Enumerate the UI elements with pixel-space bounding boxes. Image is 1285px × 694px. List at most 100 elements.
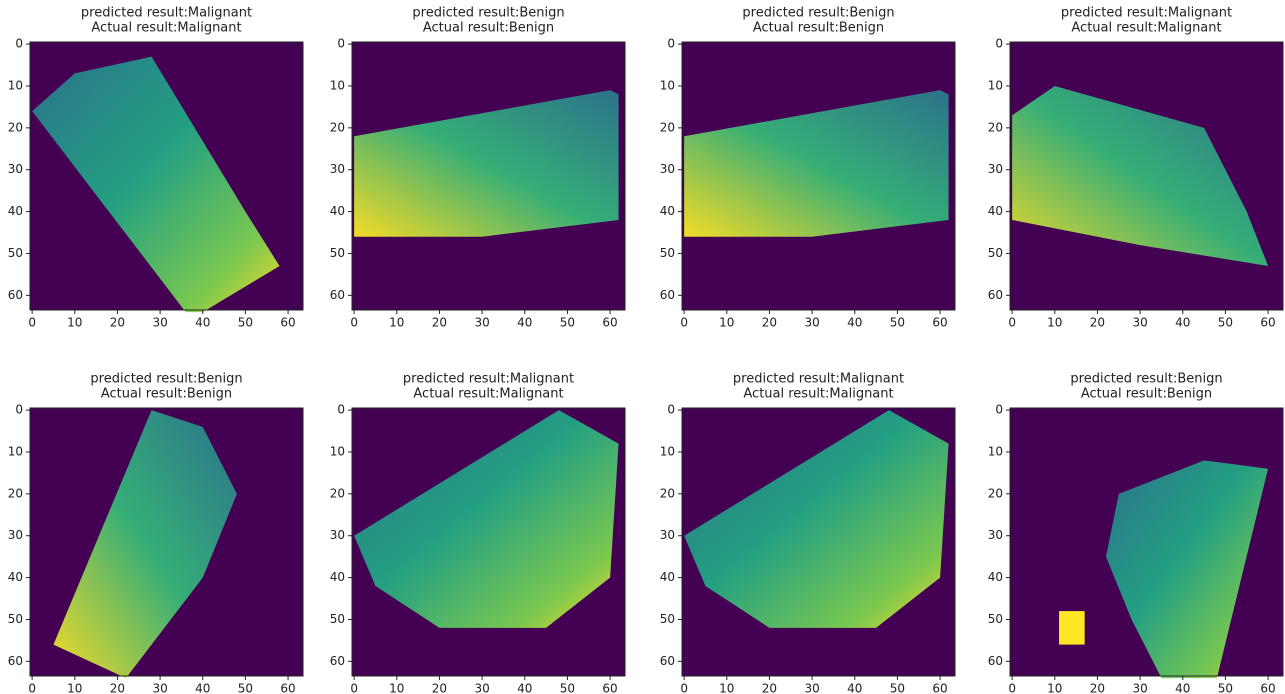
x-tick-label: 60 [932, 682, 947, 694]
y-tick-label: 50 [330, 612, 345, 626]
subplot-title: predicted result:Malignant [1061, 6, 1232, 21]
x-tick-label: 30 [474, 316, 489, 330]
y-tick-label: 50 [988, 246, 1003, 260]
image-region [1059, 611, 1085, 645]
x-tick-label: 60 [602, 316, 617, 330]
x-tick-label: 10 [1047, 316, 1062, 330]
x-tick-label: 20 [762, 682, 777, 694]
image-region [1012, 85, 1269, 267]
y-tick-label: 50 [660, 612, 675, 626]
y-tick-label: 30 [660, 162, 675, 176]
y-tick-label: 10 [988, 78, 1003, 92]
axes-frame [29, 41, 304, 311]
y-tick-label: 0 [667, 37, 675, 51]
subplot-subtitle: Actual result:Benign [753, 21, 884, 36]
y-tick-label: 30 [988, 528, 1003, 542]
x-tick-label: 20 [762, 316, 777, 330]
x-tick-label: 30 [804, 682, 819, 694]
x-tick-label: 50 [1218, 316, 1233, 330]
x-tick-label: 50 [560, 682, 575, 694]
x-tick-label: 30 [474, 682, 489, 694]
x-tick-label: 40 [517, 316, 532, 330]
image-region [684, 90, 949, 237]
y-tick-label: 30 [330, 162, 345, 176]
x-tick-label: 20 [432, 682, 447, 694]
x-tick-label: 30 [152, 682, 167, 694]
axes-frame [681, 407, 956, 677]
x-tick-label: 20 [110, 316, 125, 330]
x-tick-label: 10 [1047, 682, 1062, 694]
y-tick-label: 40 [660, 570, 675, 584]
y-tick-label: 20 [8, 120, 23, 134]
image-region [684, 410, 949, 628]
x-tick-label: 20 [1090, 682, 1105, 694]
y-tick-label: 20 [988, 120, 1003, 134]
subplot-subtitle: Actual result:Malignant [743, 387, 893, 402]
y-tick-label: 30 [8, 528, 23, 542]
x-tick-label: 60 [602, 682, 617, 694]
axes-frame [1009, 41, 1284, 311]
x-tick-label: 10 [719, 682, 734, 694]
x-tick-label: 20 [1090, 316, 1105, 330]
y-tick-label: 10 [330, 78, 345, 92]
image-region [1105, 460, 1269, 679]
y-tick-label: 20 [330, 120, 345, 134]
x-tick-label: 60 [280, 316, 295, 330]
y-tick-label: 60 [330, 288, 345, 302]
y-tick-label: 10 [330, 444, 345, 458]
x-tick-label: 50 [1218, 682, 1233, 694]
x-tick-label: 40 [847, 682, 862, 694]
y-tick-label: 0 [667, 403, 675, 417]
axes-frame [29, 407, 304, 677]
y-tick-label: 0 [15, 403, 23, 417]
y-tick-label: 10 [660, 444, 675, 458]
y-tick-label: 50 [330, 246, 345, 260]
x-tick-label: 0 [28, 316, 36, 330]
y-tick-label: 0 [995, 403, 1003, 417]
subplot-title: predicted result:Benign [412, 6, 564, 21]
subplot-title: predicted result:Malignant [81, 6, 252, 21]
x-tick-label: 30 [152, 316, 167, 330]
subplot-subtitle: Actual result:Benign [423, 21, 554, 36]
x-tick-label: 0 [28, 682, 36, 694]
image-region [354, 90, 619, 237]
subplot-subtitle: Actual result:Malignant [413, 387, 563, 402]
x-tick-label: 0 [350, 682, 358, 694]
subplot-subtitle: Actual result:Malignant [1071, 21, 1221, 36]
x-tick-label: 50 [890, 316, 905, 330]
y-tick-label: 60 [988, 654, 1003, 668]
y-tick-label: 40 [330, 570, 345, 584]
y-tick-label: 60 [660, 654, 675, 668]
axes-frame [351, 41, 626, 311]
y-tick-label: 20 [330, 486, 345, 500]
y-tick-label: 40 [660, 204, 675, 218]
y-tick-label: 10 [660, 78, 675, 92]
subplot-title: predicted result:Benign [742, 6, 894, 21]
axes-frame [351, 407, 626, 677]
y-tick-label: 30 [988, 162, 1003, 176]
x-tick-label: 30 [804, 316, 819, 330]
subplot-title: predicted result:Malignant [733, 372, 904, 387]
x-tick-label: 0 [680, 316, 688, 330]
y-tick-label: 50 [988, 612, 1003, 626]
x-tick-label: 60 [932, 316, 947, 330]
x-tick-label: 40 [195, 316, 210, 330]
y-tick-label: 60 [988, 288, 1003, 302]
subplot-subtitle: Actual result:Benign [1081, 387, 1212, 402]
y-tick-label: 0 [337, 37, 345, 51]
y-tick-label: 10 [988, 444, 1003, 458]
x-tick-label: 20 [432, 316, 447, 330]
x-tick-label: 0 [680, 682, 688, 694]
y-tick-label: 50 [8, 246, 23, 260]
x-tick-label: 40 [195, 682, 210, 694]
subplot-title: predicted result:Malignant [403, 372, 574, 387]
subplot-subtitle: Actual result:Benign [101, 387, 232, 402]
y-tick-label: 60 [660, 288, 675, 302]
x-tick-label: 0 [1008, 682, 1016, 694]
